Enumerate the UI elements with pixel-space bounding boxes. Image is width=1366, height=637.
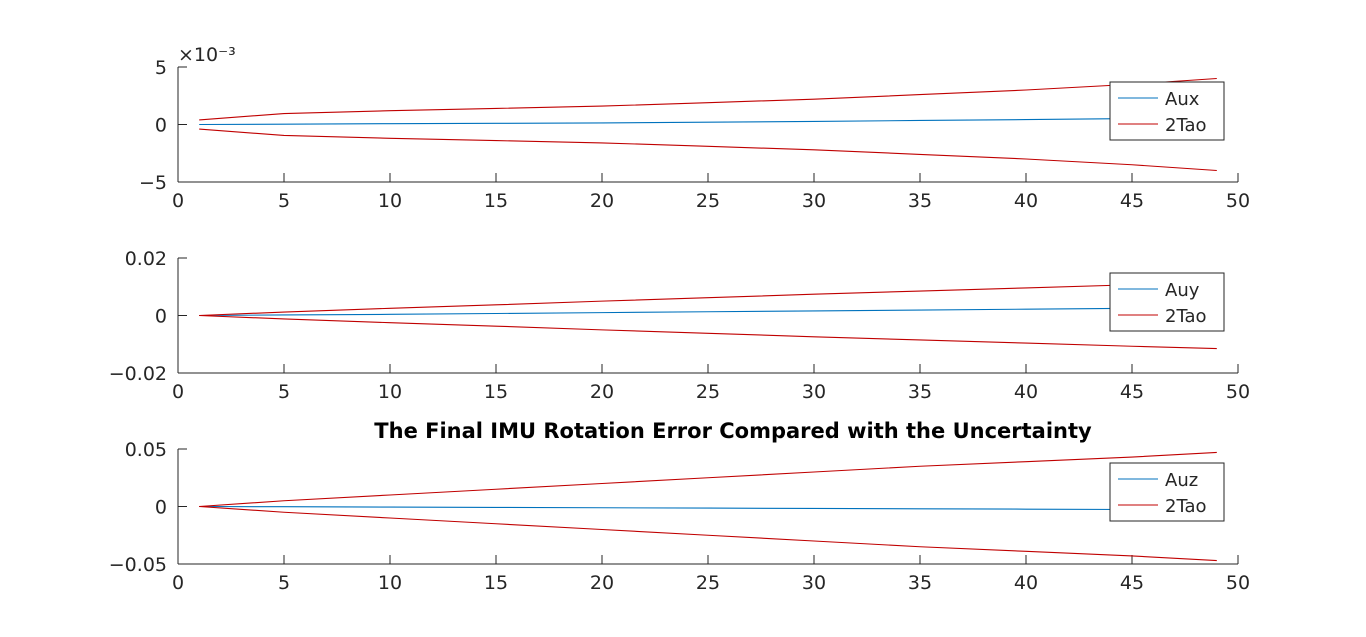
x-tick-label: 10	[378, 190, 402, 212]
legend-label: 2Tao	[1165, 306, 1207, 327]
legend: Auz 2Tao	[1109, 462, 1225, 522]
x-tick-label: 15	[484, 381, 508, 403]
x-tick-label: 35	[908, 381, 932, 403]
y-tick-label: 0	[155, 306, 167, 328]
series-line-auz	[199, 505, 1217, 511]
x-tick-label: 50	[1226, 190, 1250, 212]
series-line-2tao	[199, 281, 1217, 317]
x-tick-label: 40	[1014, 190, 1038, 212]
x-tick-label: 0	[172, 190, 184, 212]
x-tick-label: 10	[378, 381, 402, 403]
x-tick-label: 40	[1014, 572, 1038, 594]
legend: Aux 2Tao	[1109, 81, 1225, 141]
x-tick-label: 20	[590, 381, 614, 403]
legend: Auy 2Tao	[1109, 272, 1225, 332]
series-line-2tao	[199, 77, 1217, 121]
x-tick-label: 15	[484, 190, 508, 212]
y-exponent-label: ×10⁻³	[178, 44, 236, 66]
series-line-lower-bound	[199, 128, 1217, 172]
x-tick-label: 30	[802, 190, 826, 212]
x-tick-label: 25	[696, 381, 720, 403]
x-tick-label: 0	[172, 381, 184, 403]
y-tick-label: −5	[139, 172, 167, 194]
x-tick-label: 5	[278, 572, 290, 594]
series-line-lower-bound	[199, 314, 1217, 350]
legend-label: Auy	[1165, 280, 1200, 301]
x-tick-label: 10	[378, 572, 402, 594]
y-tick-label: 0.05	[125, 439, 167, 461]
x-tick-label: 50	[1226, 381, 1250, 403]
x-tick-label: 45	[1120, 190, 1144, 212]
series-line-lower-bound	[199, 505, 1217, 562]
x-tick-label: 20	[590, 190, 614, 212]
x-tick-label: 50	[1226, 572, 1250, 594]
series-line-auy	[199, 306, 1217, 317]
x-tick-label: 15	[484, 572, 508, 594]
legend-box	[1109, 81, 1225, 141]
x-tick-label: 25	[696, 572, 720, 594]
x-tick-label: 25	[696, 190, 720, 212]
chart-title: The Final IMU Rotation Error Compared wi…	[374, 419, 1092, 443]
legend-box	[1109, 272, 1225, 332]
x-tick-label: 35	[908, 190, 932, 212]
x-tick-label: 5	[278, 381, 290, 403]
x-tick-label: 30	[802, 572, 826, 594]
x-tick-label: 0	[172, 572, 184, 594]
legend-label: 2Tao	[1165, 496, 1207, 517]
y-tick-label: 5	[155, 57, 167, 79]
legend-box	[1109, 462, 1225, 522]
series-line-aux	[199, 117, 1217, 126]
y-tick-label: 0.02	[125, 248, 167, 270]
series-line-2tao	[199, 451, 1217, 508]
y-tick-label: 0	[155, 497, 167, 519]
x-tick-label: 30	[802, 381, 826, 403]
legend-label: Auz	[1165, 470, 1198, 491]
x-tick-label: 20	[590, 572, 614, 594]
x-tick-label: 5	[278, 190, 290, 212]
y-tick-label: −0.05	[109, 554, 167, 576]
y-tick-label: −0.02	[109, 363, 167, 385]
legend-label: Aux	[1165, 89, 1200, 110]
legend-label: 2Tao	[1165, 115, 1207, 136]
x-tick-label: 40	[1014, 381, 1038, 403]
x-tick-label: 35	[908, 572, 932, 594]
x-tick-label: 45	[1120, 381, 1144, 403]
x-tick-label: 45	[1120, 572, 1144, 594]
y-tick-label: 0	[155, 115, 167, 137]
